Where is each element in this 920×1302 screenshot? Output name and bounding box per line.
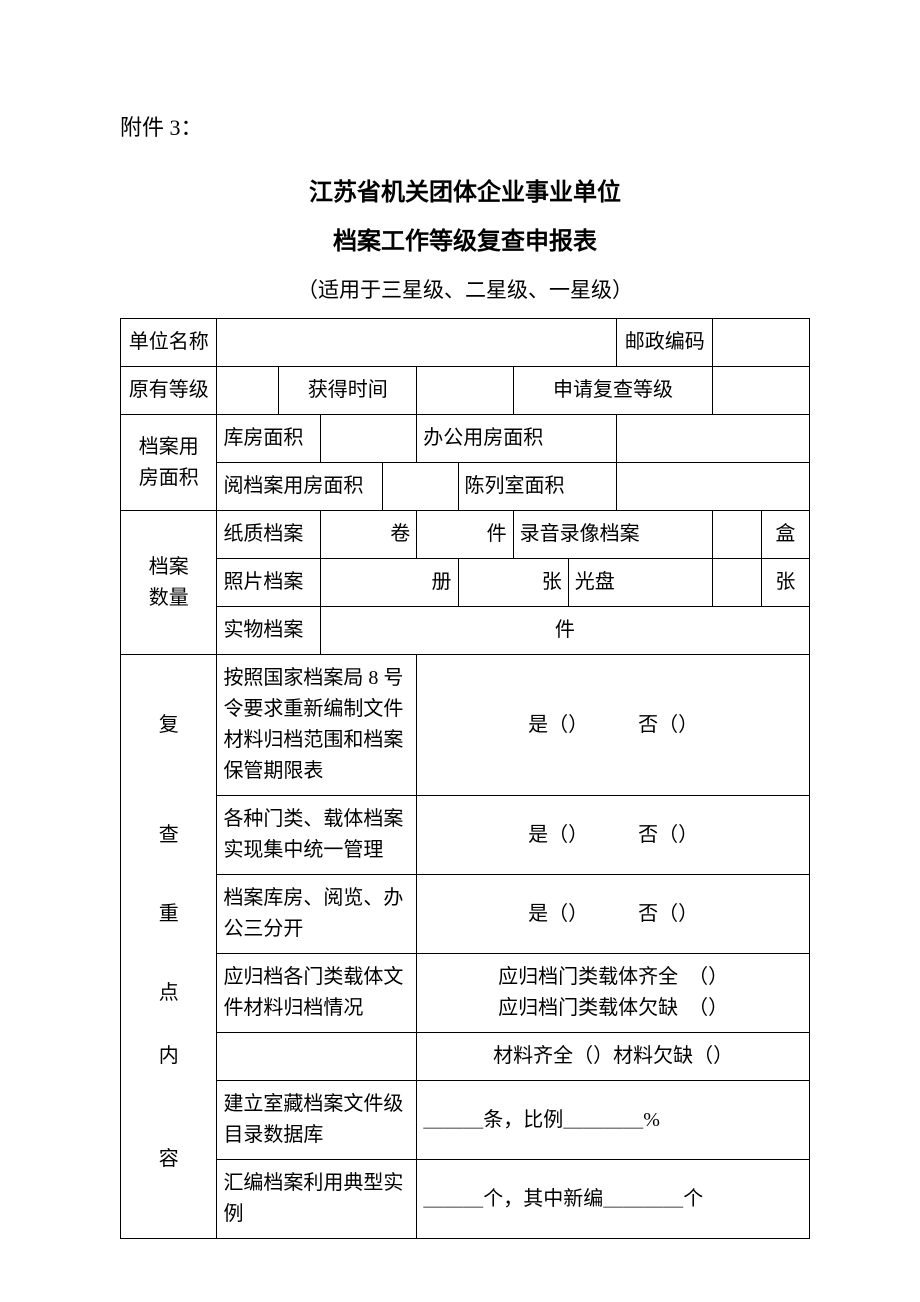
label-got-time: 获得时间 [279, 367, 417, 415]
field-warehouse-area[interactable] [320, 415, 416, 463]
field-display-area[interactable] [616, 463, 809, 511]
k1-answer[interactable]: 是（） 否（） [417, 655, 810, 796]
k6-question: 建立室藏档案文件级目录数据库 [217, 1081, 417, 1160]
k1-question: 按照国家档案局 8 号令要求重新编制文件材料归档范围和档案保管期限表 [217, 655, 417, 796]
k3-answer[interactable]: 是（） 否（） [417, 875, 810, 954]
k5-answer[interactable]: 材料齐全（）材料欠缺（） [417, 1033, 810, 1081]
label-apply-grade: 申请复查等级 [513, 367, 713, 415]
k4-answer1[interactable]: 应归档门类载体齐全 （）应归档门类载体欠缺 （） [417, 954, 810, 1033]
unit-ce: 册 [320, 559, 458, 607]
keyhead-1: 复 [121, 655, 217, 796]
unit-jian2: 件 [320, 607, 809, 655]
field-postal[interactable] [713, 319, 810, 367]
field-unit-name[interactable] [217, 319, 617, 367]
k2-question: 各种门类、载体档案实现集中统一管理 [217, 796, 417, 875]
keyhead-4: 点 [121, 954, 217, 1033]
label-reading-area: 阅档案用房面积 [217, 463, 382, 511]
k4-question: 应归档各门类载体文件材料归档情况 [217, 954, 417, 1033]
label-display-area: 陈列室面积 [458, 463, 616, 511]
field-reading-area[interactable] [382, 463, 458, 511]
keyhead-6: 容 [121, 1081, 217, 1239]
field-office-area[interactable] [616, 415, 809, 463]
title-line1: 江苏省机关团体企业事业单位 [120, 172, 810, 207]
field-disc-qty[interactable] [713, 559, 761, 607]
k7-question: 汇编档案利用典型实例 [217, 1160, 417, 1239]
label-warehouse-area: 库房面积 [217, 415, 320, 463]
label-room-area: 档案用 房面积 [121, 415, 217, 511]
unit-juan: 卷 [320, 511, 416, 559]
k5-question-empty [217, 1033, 417, 1081]
field-orig-grade[interactable] [217, 367, 279, 415]
k2-answer[interactable]: 是（） 否（） [417, 796, 810, 875]
title-line2: 档案工作等级复查申报表 [120, 221, 810, 256]
label-office-area: 办公用房面积 [417, 415, 617, 463]
label-disc: 光盘 [568, 559, 713, 607]
label-postal: 邮政编码 [616, 319, 712, 367]
scope-note: （适用于三星级、二星级、一星级） [120, 274, 810, 304]
label-av-archive: 录音录像档案 [513, 511, 713, 559]
k3-question: 档案库房、阅览、办公三分开 [217, 875, 417, 954]
label-unit-name: 单位名称 [121, 319, 217, 367]
label-photo-archive: 照片档案 [217, 559, 320, 607]
label-archive-qty: 档案 数量 [121, 511, 217, 655]
attachment-label: 附件 3： [120, 110, 810, 142]
form-table: 单位名称 邮政编码 原有等级 获得时间 申请复查等级 档案用 房面积 库房面积 … [120, 318, 810, 1239]
unit-zhang1: 张 [458, 559, 568, 607]
k6-answer[interactable]: ＿＿＿条，比例＿＿＿＿% [417, 1081, 810, 1160]
field-av-qty[interactable] [713, 511, 761, 559]
unit-he: 盒 [761, 511, 809, 559]
label-orig-grade: 原有等级 [121, 367, 217, 415]
field-apply-grade[interactable] [713, 367, 810, 415]
unit-zhang2: 张 [761, 559, 809, 607]
keyhead-5: 内 [121, 1033, 217, 1081]
label-paper-archive: 纸质档案 [217, 511, 320, 559]
field-got-time[interactable] [417, 367, 513, 415]
unit-jian: 件 [417, 511, 513, 559]
k7-answer[interactable]: ＿＿＿个，其中新编＿＿＿＿个 [417, 1160, 810, 1239]
keyhead-3: 重 [121, 875, 217, 954]
label-real-archive: 实物档案 [217, 607, 320, 655]
keyhead-2: 查 [121, 796, 217, 875]
